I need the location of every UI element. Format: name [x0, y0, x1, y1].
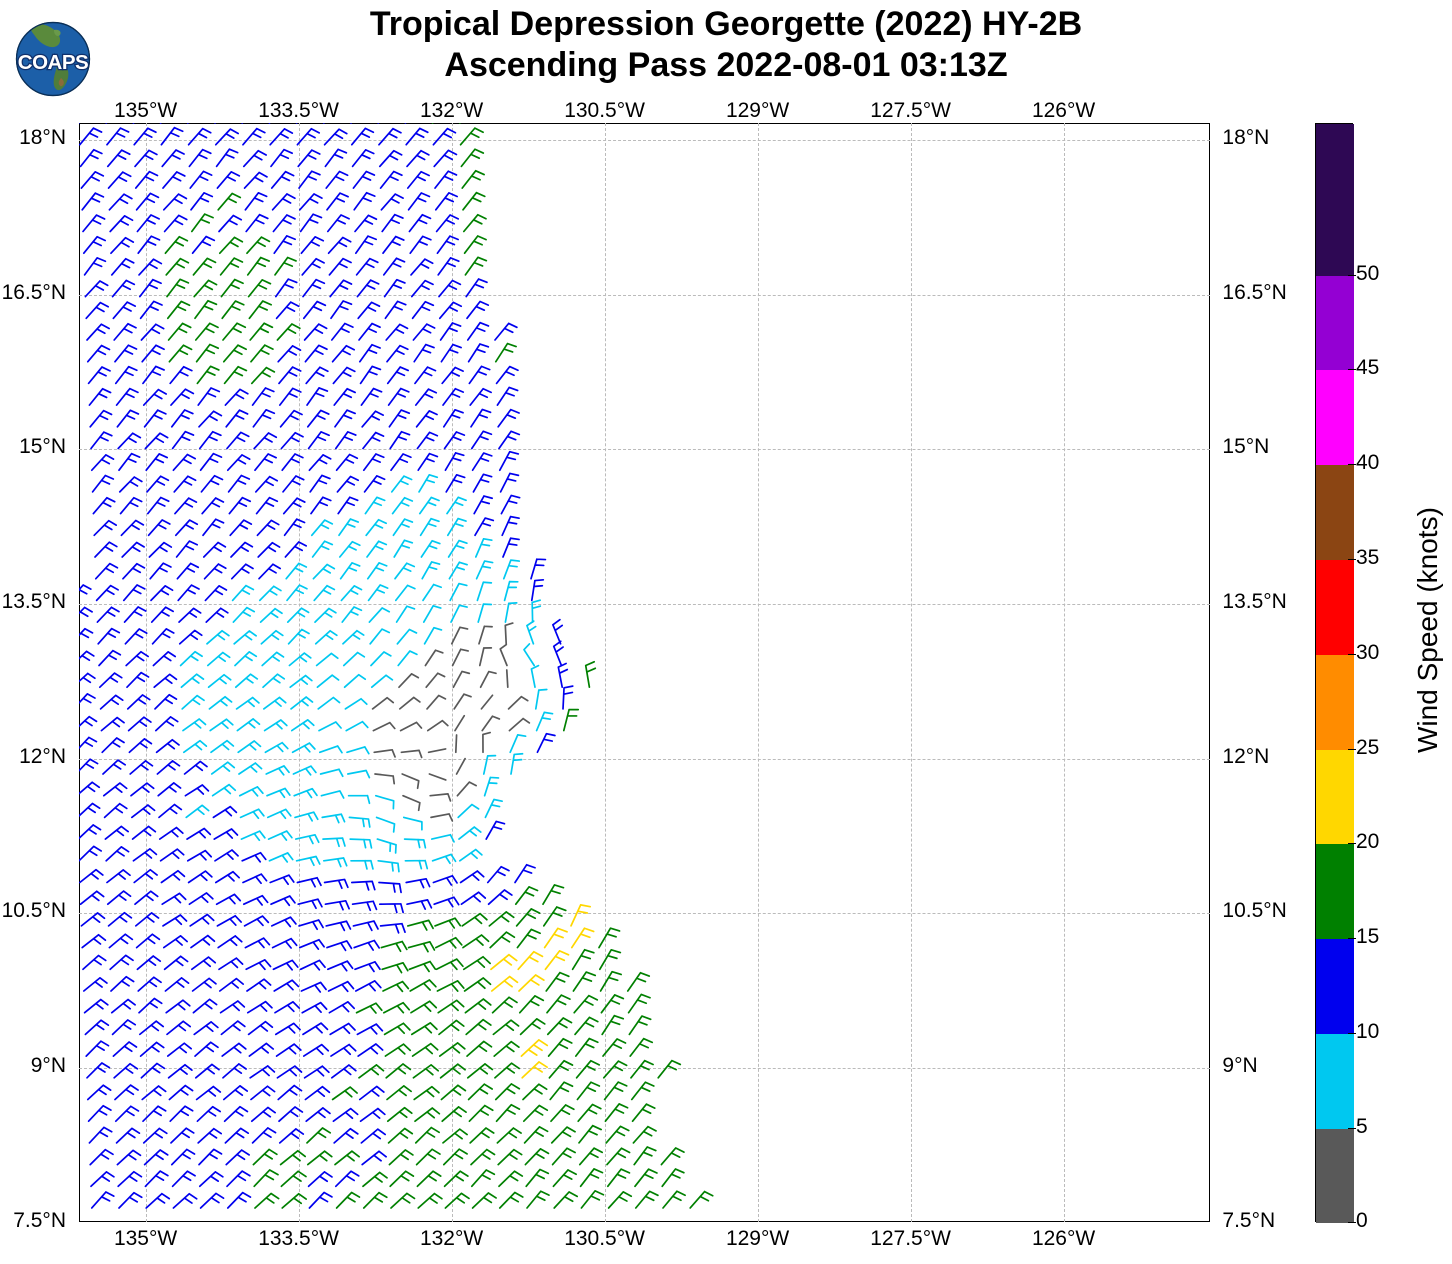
- svg-text:COAPS: COAPS: [18, 51, 88, 74]
